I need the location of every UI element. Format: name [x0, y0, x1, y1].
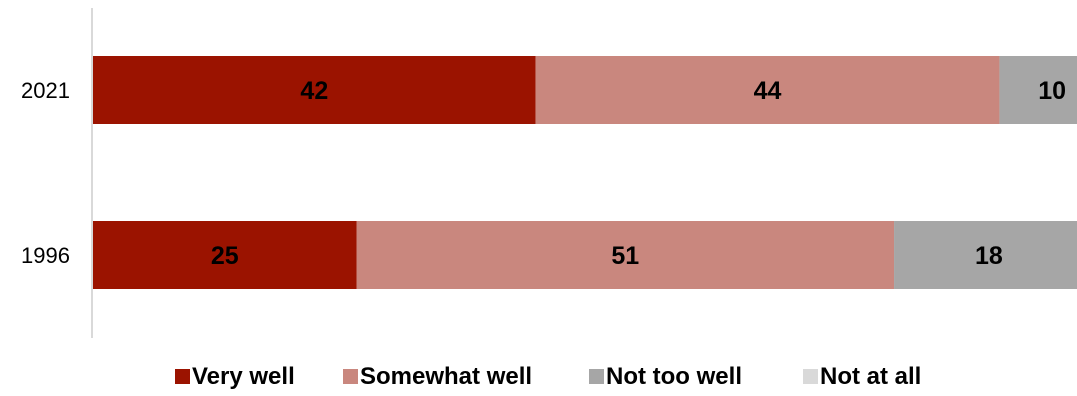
- data-label-not-too-well-1996: 18: [975, 242, 1003, 270]
- legend-swatch-somewhat-well: [343, 369, 358, 384]
- data-label-very-well-1996: 25: [211, 242, 239, 270]
- legend: Very well Somewhat well Not too well Not at…: [175, 363, 921, 390]
- data-label-not-too-well-2021: 10: [1038, 77, 1066, 105]
- bar-very-well-1996: [93, 221, 357, 289]
- data-label-somewhat-well-1996: 51: [611, 242, 639, 270]
- legend-swatch-not-too-well: [589, 369, 604, 384]
- category-label-1996: 1996: [21, 243, 70, 268]
- bar-somewhat-well-2021: [535, 56, 1000, 124]
- data-label-somewhat-well-2021: 44: [754, 77, 782, 105]
- legend-label-very-well: Very well: [192, 363, 295, 390]
- legend-swatch-not-at-all: [803, 369, 818, 384]
- legend-label-somewhat-well: Somewhat well: [360, 363, 532, 390]
- legend-label-not-too-well: Not too well: [606, 363, 742, 390]
- bars-layer: 42441032551185: [93, 56, 1077, 289]
- category-label-2021: 2021: [21, 78, 70, 103]
- category-labels: 2021 1996: [21, 78, 70, 268]
- bar-somewhat-well-1996: [356, 221, 895, 289]
- bar-not-too-well-1996: [894, 221, 1077, 289]
- legend-swatch-very-well: [175, 369, 190, 384]
- bar-very-well-2021: [93, 56, 536, 124]
- bar-not-too-well-2021: [999, 56, 1077, 124]
- data-label-very-well-2021: 42: [300, 77, 328, 105]
- legend-label-not-at-all: Not at all: [820, 363, 921, 390]
